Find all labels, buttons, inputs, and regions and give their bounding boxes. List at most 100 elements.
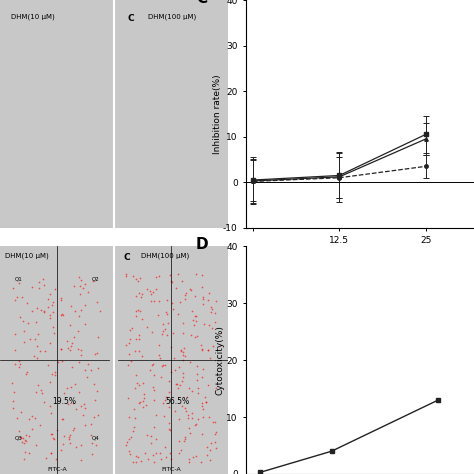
Point bbox=[163, 393, 170, 401]
Point bbox=[16, 360, 24, 367]
Point bbox=[179, 356, 187, 364]
Point bbox=[150, 396, 158, 404]
Point bbox=[155, 341, 163, 349]
Point bbox=[150, 458, 158, 466]
Point bbox=[48, 301, 55, 309]
Point bbox=[172, 284, 180, 292]
Point bbox=[72, 405, 79, 412]
Point bbox=[202, 398, 210, 405]
Point bbox=[64, 400, 71, 408]
Point bbox=[58, 357, 66, 365]
Point bbox=[13, 414, 20, 422]
Point bbox=[170, 354, 178, 362]
Point bbox=[123, 438, 130, 446]
Point bbox=[70, 425, 77, 432]
Point bbox=[198, 345, 205, 353]
Point bbox=[138, 291, 146, 298]
Point bbox=[198, 399, 206, 406]
Point bbox=[199, 295, 207, 303]
Point bbox=[167, 277, 175, 285]
Point bbox=[21, 448, 29, 456]
Point bbox=[141, 449, 149, 457]
Point bbox=[198, 402, 205, 410]
Point bbox=[132, 275, 140, 283]
Point bbox=[181, 296, 189, 303]
Point bbox=[96, 308, 103, 315]
Point bbox=[132, 292, 139, 300]
Point bbox=[211, 309, 219, 317]
Point bbox=[161, 412, 168, 420]
Point bbox=[33, 441, 40, 448]
Point bbox=[84, 361, 91, 368]
Point bbox=[122, 441, 130, 448]
Point bbox=[64, 384, 71, 392]
Point bbox=[90, 380, 97, 388]
Point bbox=[188, 387, 196, 395]
Point bbox=[90, 413, 98, 421]
Point bbox=[36, 278, 43, 286]
Point bbox=[198, 283, 205, 291]
Point bbox=[140, 403, 147, 410]
Point bbox=[213, 384, 220, 392]
Point bbox=[177, 346, 184, 354]
Point bbox=[58, 310, 66, 318]
Point bbox=[46, 290, 54, 297]
Point bbox=[70, 426, 77, 433]
Point bbox=[206, 446, 214, 454]
Point bbox=[67, 343, 75, 350]
Point bbox=[197, 341, 204, 349]
Point bbox=[148, 328, 156, 335]
Point bbox=[66, 439, 74, 447]
Point bbox=[128, 324, 136, 332]
Point bbox=[93, 298, 100, 305]
Point bbox=[188, 307, 196, 315]
Point bbox=[94, 411, 101, 419]
Text: C: C bbox=[128, 14, 134, 23]
Point bbox=[83, 373, 91, 381]
Point bbox=[153, 411, 160, 419]
Point bbox=[203, 451, 211, 459]
Point bbox=[184, 414, 191, 422]
Point bbox=[137, 293, 145, 301]
Point bbox=[199, 405, 207, 412]
Point bbox=[77, 441, 85, 448]
Point bbox=[204, 346, 212, 354]
Point bbox=[150, 360, 157, 368]
Point bbox=[205, 382, 212, 389]
Point bbox=[49, 323, 57, 331]
Point bbox=[132, 414, 139, 421]
Point bbox=[189, 414, 196, 422]
Point bbox=[9, 284, 17, 292]
Point bbox=[138, 315, 146, 323]
Point bbox=[186, 429, 194, 437]
Point bbox=[147, 439, 155, 447]
Point bbox=[202, 398, 210, 405]
Point bbox=[208, 324, 216, 331]
Point bbox=[201, 320, 208, 328]
Point bbox=[31, 414, 39, 421]
Point bbox=[65, 436, 73, 443]
Point bbox=[28, 307, 36, 315]
Point bbox=[124, 394, 132, 402]
Point bbox=[180, 348, 187, 356]
Point bbox=[37, 307, 45, 314]
Point bbox=[182, 407, 190, 414]
Point bbox=[195, 384, 202, 392]
Point bbox=[192, 420, 200, 428]
Point bbox=[192, 317, 200, 325]
Point bbox=[25, 319, 32, 327]
Point bbox=[47, 430, 55, 438]
Point bbox=[47, 449, 55, 456]
Point bbox=[185, 424, 193, 431]
Point bbox=[75, 388, 83, 396]
Point bbox=[132, 452, 140, 460]
Point bbox=[143, 432, 150, 439]
Point bbox=[197, 458, 204, 465]
Point bbox=[159, 361, 167, 369]
Point bbox=[32, 388, 39, 396]
Point bbox=[153, 273, 160, 281]
Point bbox=[132, 372, 140, 379]
Point bbox=[92, 441, 100, 448]
Point bbox=[88, 451, 96, 458]
Point bbox=[60, 432, 67, 440]
